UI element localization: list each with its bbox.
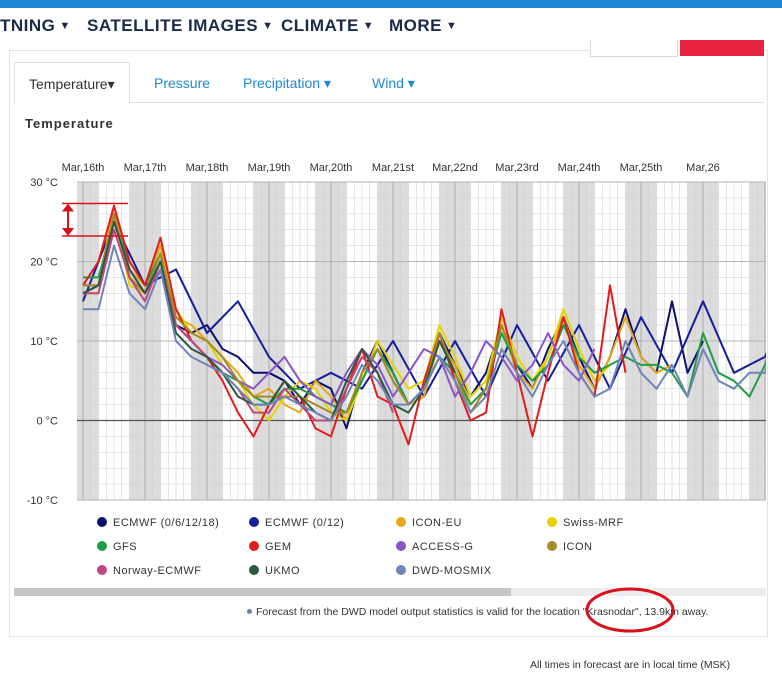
legend-item[interactable]: ICON-EU bbox=[396, 517, 462, 529]
chevron-down-icon: ▼ bbox=[262, 20, 274, 32]
toolbar-button[interactable] bbox=[590, 40, 678, 57]
chevron-down-icon: ▼ bbox=[59, 20, 71, 32]
legend-dot-icon bbox=[396, 541, 406, 551]
forecast-note: Forecast from the DWD model output stati… bbox=[247, 606, 709, 618]
x-tick-label: Mar,18th bbox=[186, 162, 229, 174]
legend-item[interactable]: GEM bbox=[249, 541, 292, 553]
annotation-arrow-head-up bbox=[62, 203, 74, 212]
y-tick-label: 0 °C bbox=[36, 416, 58, 428]
legend-label: ECMWF (0/12) bbox=[265, 517, 345, 529]
chart-scrollbar-thumb[interactable] bbox=[14, 588, 511, 596]
chevron-down-icon: ▾ bbox=[407, 75, 415, 91]
x-tick-label: Mar,19th bbox=[248, 162, 291, 174]
legend-dot-icon bbox=[547, 541, 557, 551]
legend-dot-icon bbox=[97, 517, 107, 527]
nav-item-satellite-images[interactable]: SATELLITE IMAGES ▼ bbox=[87, 16, 274, 35]
nav-item-more[interactable]: MORE ▼ bbox=[389, 16, 458, 35]
chevron-down-icon: ▼ bbox=[362, 20, 375, 32]
legend-label: GFS bbox=[113, 541, 138, 553]
legend-label: ICON bbox=[563, 541, 593, 553]
legend-item[interactable]: GFS bbox=[97, 541, 137, 553]
legend-label: DWD-MOSMIX bbox=[412, 565, 492, 577]
timezone-footer: All times in forecast are in local time … bbox=[530, 659, 731, 671]
y-tick-label: -10 °C bbox=[27, 495, 58, 507]
legend-label: ACCESS-G bbox=[412, 541, 474, 553]
chart-title: Temperature bbox=[25, 116, 114, 131]
legend-dot-icon bbox=[97, 541, 107, 551]
chart-tabs: Temperature▾ Pressure Precipitation ▾ Wi… bbox=[14, 62, 764, 104]
legend-item[interactable]: ECMWF (0/6/12/18) bbox=[97, 517, 219, 529]
nav-item-climate[interactable]: CLIMATE ▼ bbox=[281, 16, 375, 35]
x-tick-label: Mar,17th bbox=[124, 162, 167, 174]
bullet-icon bbox=[247, 609, 252, 614]
top-accent-bar bbox=[0, 0, 782, 8]
y-tick-label: 10 °C bbox=[30, 336, 58, 348]
series-line-swiss-mrf bbox=[83, 212, 611, 422]
x-tick-label: Mar,20th bbox=[310, 162, 353, 174]
legend-dot-icon bbox=[396, 565, 406, 575]
legend-item[interactable]: UKMO bbox=[249, 565, 300, 577]
tab-precipitation[interactable]: Precipitation ▾ bbox=[243, 75, 331, 91]
x-tick-label: Mar,21st bbox=[372, 162, 414, 174]
red-circle-annotation bbox=[585, 587, 675, 633]
tab-pressure[interactable]: Pressure bbox=[154, 75, 211, 91]
series-line-dwd-mosmix bbox=[83, 244, 766, 422]
series-line-gfs bbox=[83, 220, 766, 414]
tab-wind[interactable]: Wind ▾ bbox=[372, 75, 415, 91]
legend-item[interactable]: Swiss-MRF bbox=[547, 517, 624, 529]
x-tick-label: Mar,25th bbox=[620, 162, 663, 174]
legend-label: Swiss-MRF bbox=[563, 517, 624, 529]
legend-dot-icon bbox=[249, 565, 259, 575]
toolbar-button-red[interactable] bbox=[680, 40, 764, 56]
legend-label: GEM bbox=[265, 541, 292, 553]
series-line-gem bbox=[82, 204, 627, 446]
x-tick-label: Mar,26 bbox=[686, 162, 720, 174]
tab-temperature[interactable]: Temperature▾ bbox=[14, 62, 130, 104]
legend-dot-icon bbox=[97, 565, 107, 575]
legend-dot-icon bbox=[249, 517, 259, 527]
nav-item-lightning[interactable]: TNING ▼ bbox=[0, 16, 71, 35]
annotation-arrow-head-down bbox=[62, 228, 74, 237]
legend-label: UKMO bbox=[265, 565, 300, 577]
legend-item[interactable]: DWD-MOSMIX bbox=[396, 565, 492, 577]
series-line-ecmwf-0-12- bbox=[82, 220, 766, 398]
legend-dot-icon bbox=[396, 517, 406, 527]
main-navigation: TNING ▼ SATELLITE IMAGES ▼ CLIMATE ▼ MORE ▼ bbox=[0, 8, 782, 44]
legend-item[interactable]: Norway-ECMWF bbox=[97, 565, 202, 577]
x-tick-label: Mar,22nd bbox=[432, 162, 478, 174]
y-tick-label: 20 °C bbox=[30, 257, 58, 269]
chevron-down-icon: ▼ bbox=[446, 20, 458, 32]
legend-label: Norway-ECMWF bbox=[113, 565, 202, 577]
legend-item[interactable]: ICON bbox=[547, 541, 593, 553]
legend-dot-icon bbox=[249, 541, 259, 551]
legend-item[interactable]: ECMWF (0/12) bbox=[249, 517, 344, 529]
legend-label: ICON-EU bbox=[412, 517, 462, 529]
x-tick-label: Mar,23rd bbox=[495, 162, 538, 174]
legend-dot-icon bbox=[547, 517, 557, 527]
legend-label: ECMWF (0/6/12/18) bbox=[113, 517, 220, 529]
temperature-chart: 30 °C 20 °C 10 °C 0 °C -10 °C Mar,16th Mar,17t… bbox=[27, 162, 766, 507]
chevron-down-icon: ▾ bbox=[323, 75, 331, 91]
legend-item[interactable]: ACCESS-G bbox=[396, 541, 473, 553]
x-tick-label: Mar,24th bbox=[558, 162, 601, 174]
chevron-down-icon: ▾ bbox=[107, 76, 115, 92]
x-tick-label: Mar,16th bbox=[62, 162, 105, 174]
y-tick-label: 30 °C bbox=[30, 177, 58, 189]
